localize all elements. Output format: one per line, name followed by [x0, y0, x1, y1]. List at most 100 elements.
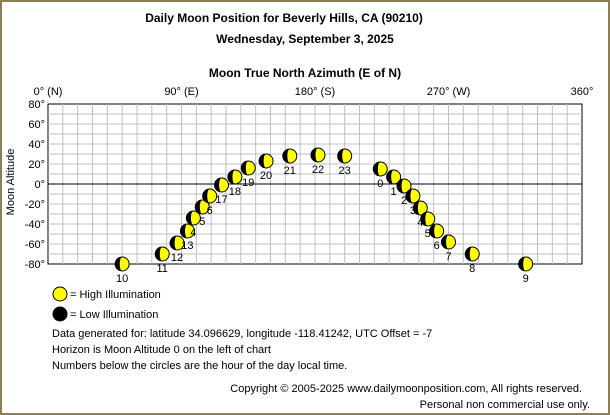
moon-point: 4: [412, 200, 428, 229]
chart-title: Daily Moon Position for Beverly Hills, C…: [145, 11, 423, 25]
y-tick-label: -40°: [25, 219, 45, 231]
note-horizon: Horizon is Moon Altitude 0 on the left o…: [52, 344, 271, 356]
x-tick-label: 360°: [571, 86, 594, 98]
hour-label: 17: [215, 194, 227, 206]
moon-point: 11: [154, 246, 170, 275]
y-axis-title: Moon Altitude: [5, 149, 17, 216]
hour-label: 22: [312, 164, 324, 176]
moon-shadow: [155, 247, 163, 261]
y-tick-label: 20°: [28, 159, 45, 171]
moon-outline: [179, 223, 195, 239]
hour-label: 5: [199, 216, 205, 228]
hour-label: 6: [207, 205, 213, 217]
x-tick-label: 90° (E): [164, 86, 198, 98]
moon-point: 20: [258, 153, 274, 182]
hour-label: 19: [242, 177, 254, 189]
moon-outline: [114, 256, 130, 272]
y-tick-label: -20°: [25, 199, 45, 211]
y-tick-label: 60°: [28, 119, 45, 131]
moon-shadow: [337, 149, 345, 163]
moon-outline: [441, 234, 456, 250]
moon-outline: [518, 256, 534, 272]
moon-shadow: [397, 179, 404, 193]
legend-high-label: = High Illumination: [70, 289, 161, 301]
moon-point: 13: [179, 223, 195, 252]
hour-label: 20: [260, 170, 272, 182]
hour-label: 2: [401, 195, 407, 207]
moon-outline: [412, 200, 428, 216]
moon-point: 9: [518, 256, 534, 285]
hour-label: 4: [417, 217, 423, 229]
moon-shadow: [227, 170, 235, 184]
moon-shadow: [429, 224, 437, 238]
moon-point: 21: [282, 148, 298, 177]
moon-point: 1: [386, 169, 402, 198]
moon-shadow: [405, 189, 413, 203]
moon-outline: [154, 246, 170, 262]
moon-shadow: [241, 161, 249, 175]
grid: [47, 103, 583, 265]
y-tick-label: -60°: [25, 239, 45, 251]
x-tick-label: 0° (N): [34, 86, 63, 98]
moon-outline: [214, 177, 230, 193]
moon-outline: [405, 188, 421, 204]
hour-label: 18: [229, 186, 241, 198]
moon-outline: [194, 199, 210, 215]
moon-shadow: [259, 154, 267, 168]
y-tick-label: 40°: [28, 139, 45, 151]
hour-label: 9: [523, 273, 529, 285]
moon-outline: [396, 178, 412, 194]
moon-point: 7: [441, 234, 456, 263]
moon-outline: [386, 169, 402, 185]
moon-point: 6: [429, 223, 445, 252]
moon-shadow: [413, 201, 421, 215]
moon-outline: [464, 246, 480, 262]
note-hours: Numbers below the circles are the hour o…: [52, 360, 347, 372]
moon-shadow: [282, 149, 290, 163]
moon-point: 23: [337, 148, 353, 177]
moon-outline: [258, 153, 274, 169]
moon-point: 19: [240, 160, 256, 189]
moon-shadow: [441, 235, 449, 249]
hour-label: 23: [339, 165, 351, 177]
moon-shadow: [420, 212, 428, 226]
y-tick-label: -80°: [25, 259, 45, 271]
axis-ticks: 0° (N) 90° (E) 180° (S) 270° (W) 360° 80° 60° 4…: [25, 86, 594, 271]
legend-high-icon: [52, 286, 68, 302]
legend-low-icon: [52, 306, 68, 322]
moon-shadow: [214, 178, 222, 192]
moon-shadow: [202, 189, 210, 203]
moon-point: 3: [405, 188, 421, 217]
hour-label: 3: [410, 205, 416, 217]
moon-shadow: [310, 148, 318, 162]
moon-outline: [282, 148, 298, 164]
moon-point: 5: [194, 199, 210, 228]
moon-shadow: [186, 211, 194, 225]
x-tick-label: 180° (S): [295, 86, 335, 98]
x-tick-label: 270° (W): [427, 86, 471, 98]
hour-label: 13: [181, 240, 193, 252]
moon-outline: [372, 161, 388, 177]
moon-outline: [240, 160, 256, 176]
moon-outline: [420, 211, 436, 227]
moon-outline: [429, 223, 445, 239]
note-location: Data generated for: latitude 34.096629, …: [52, 328, 432, 340]
legend-low-label: = Low Illumination: [70, 309, 158, 321]
moon-outline: [185, 210, 201, 226]
hour-label: 12: [171, 252, 183, 264]
copyright-text: Copyright © 2005-2025 www.dailymoonposit…: [230, 383, 582, 395]
moon-point: 2: [396, 178, 412, 207]
moon-outline: [227, 169, 243, 185]
hour-label: 6: [434, 240, 440, 252]
legend: = High Illumination = Low Illumination: [52, 286, 161, 322]
hour-label: 7: [445, 251, 451, 263]
moon-shadow: [115, 257, 123, 271]
moon-shadow: [170, 236, 178, 250]
y-tick-label: 80°: [28, 99, 45, 111]
hour-label: 10: [116, 273, 128, 285]
hour-label: 0: [377, 178, 383, 190]
moon-shadow: [180, 224, 188, 238]
chart-subtitle: Wednesday, September 3, 2025: [216, 32, 394, 46]
